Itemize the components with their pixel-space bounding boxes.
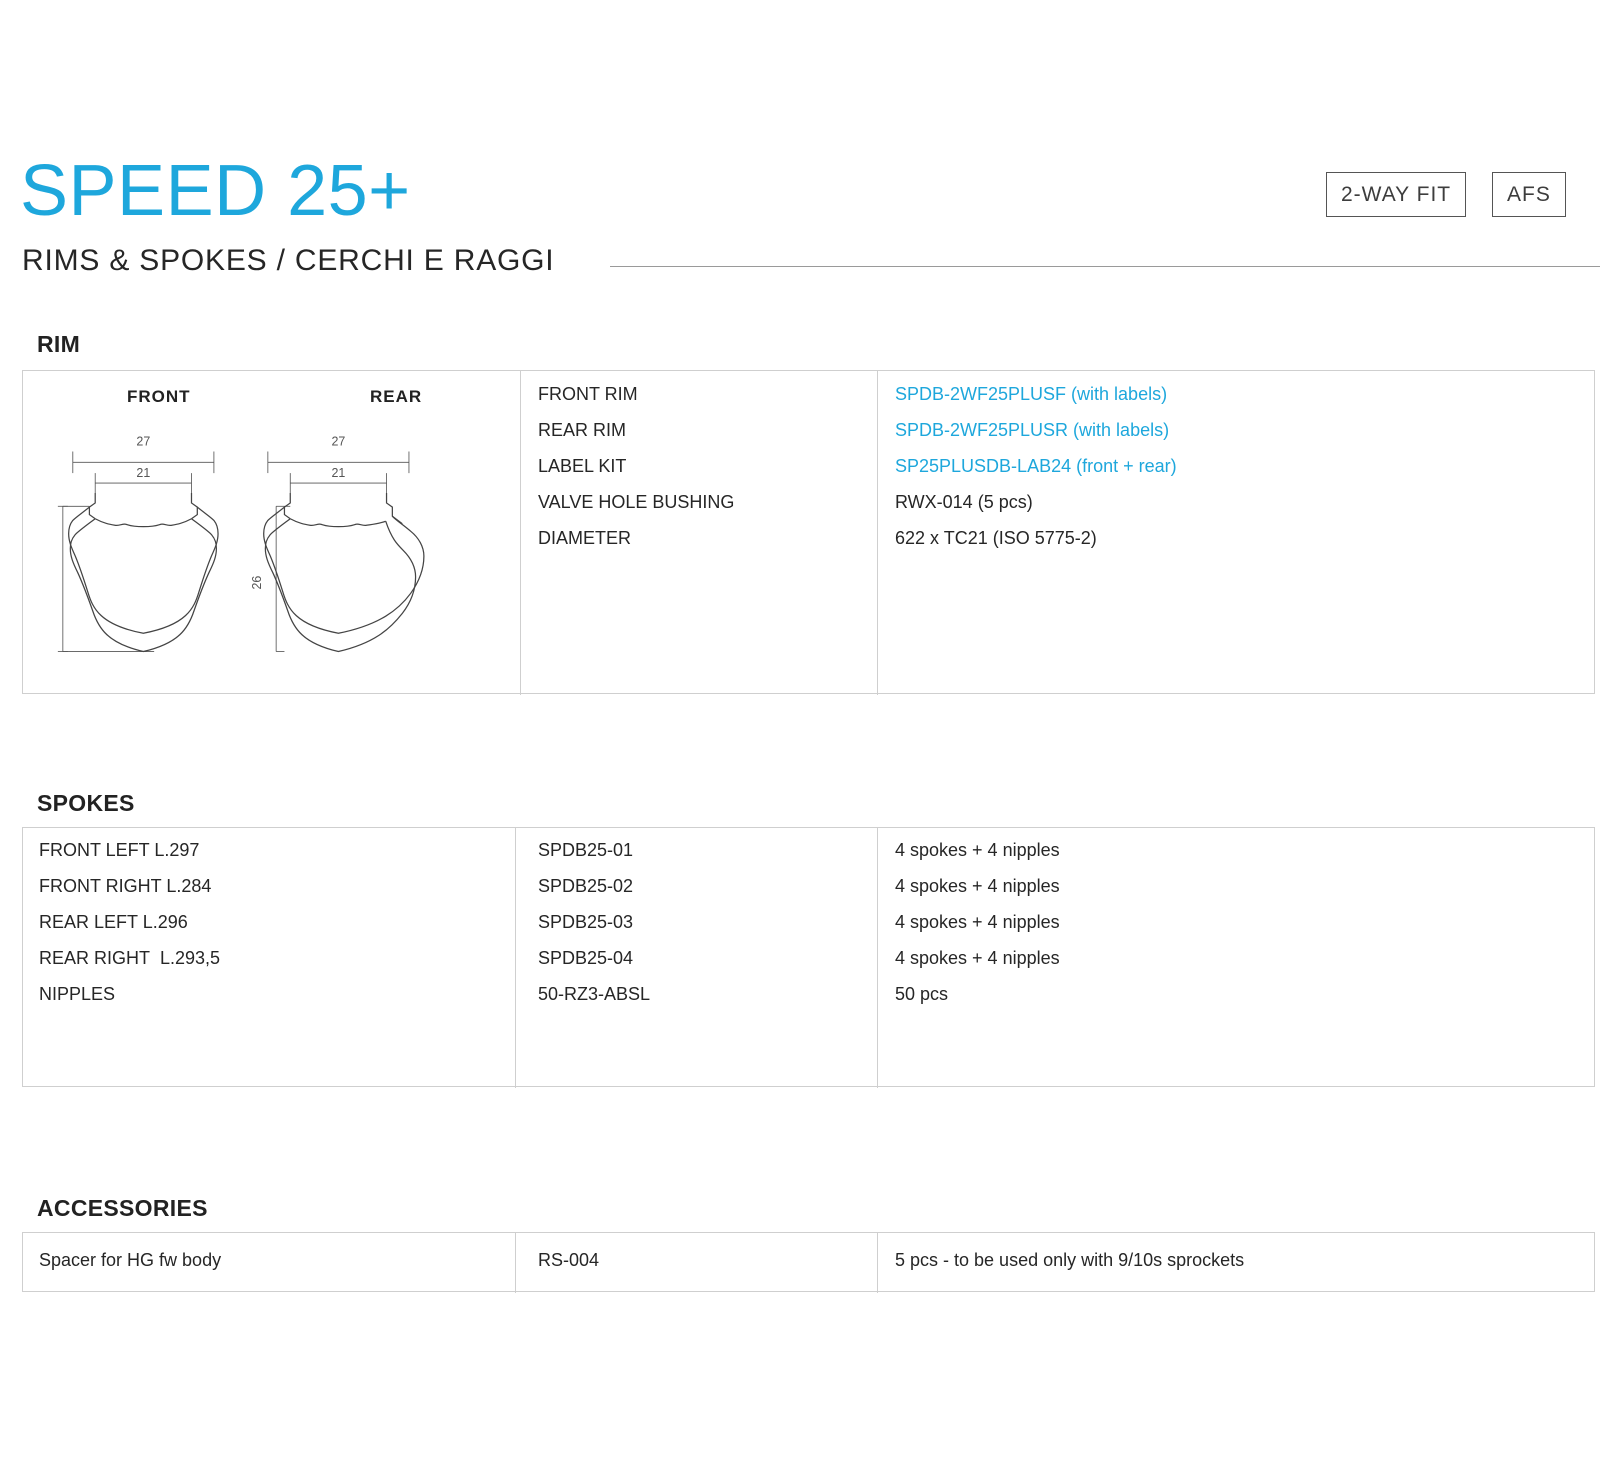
svg-text:21: 21 (136, 466, 150, 480)
svg-text:26: 26 (250, 576, 264, 590)
svg-text:27: 27 (136, 435, 150, 449)
svg-text:21: 21 (331, 466, 345, 480)
svg-text:27: 27 (331, 435, 345, 449)
